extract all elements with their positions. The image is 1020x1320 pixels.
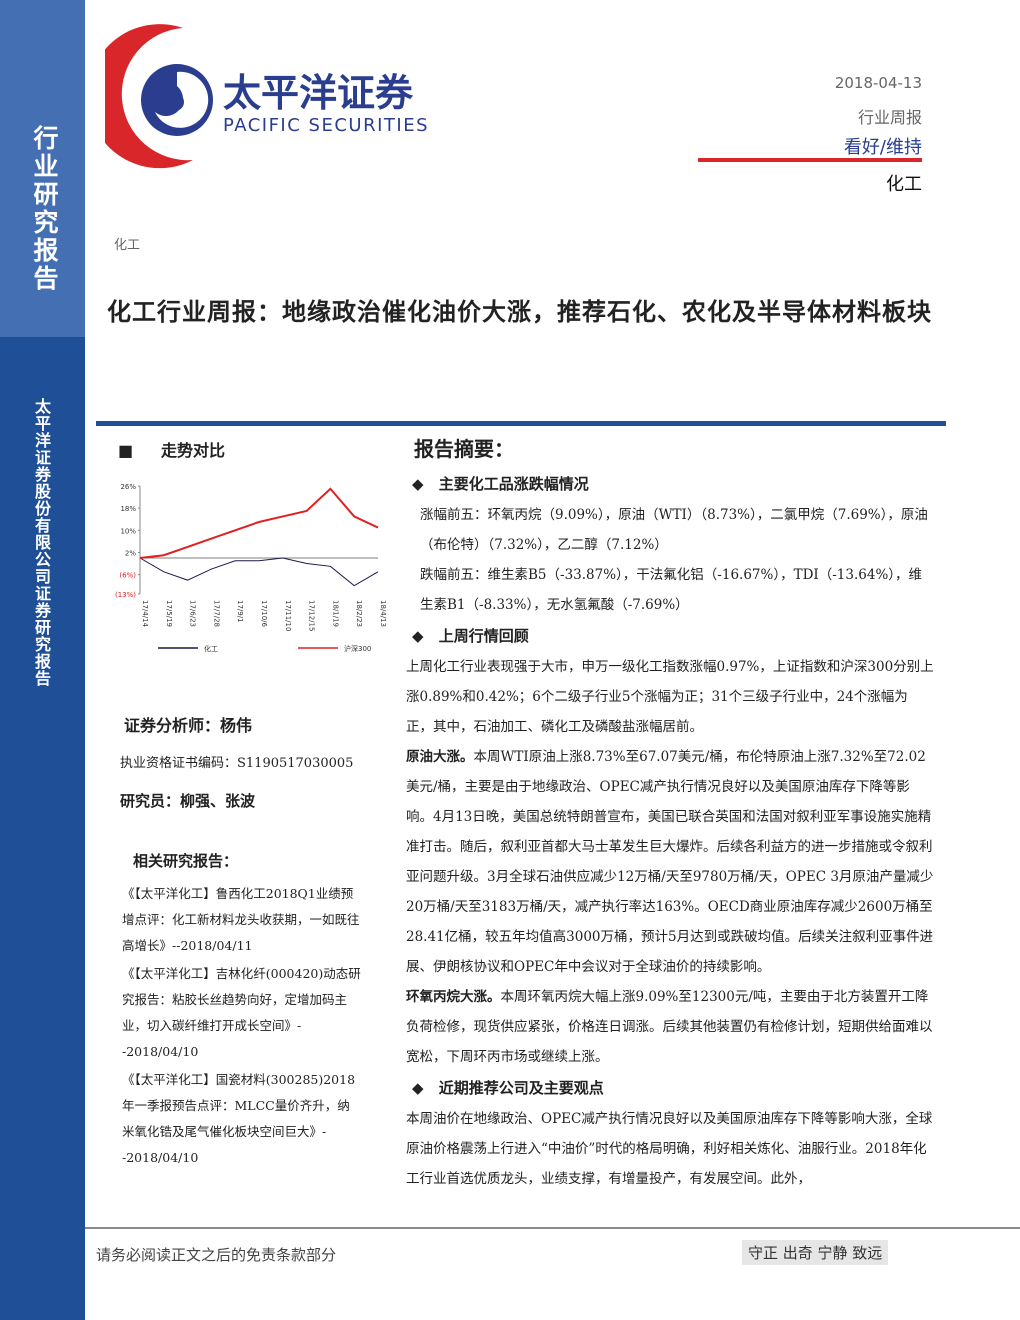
paragraph: 跌幅前五：维生素B5（-33.87%），干法氟化铝（-16.67%），TDI（-… [402, 560, 934, 620]
paragraph: 原油大涨。本周WTI原油上涨8.73%至67.07美元/桶，布伦特原油上涨7.3… [402, 742, 934, 982]
diamond: ◆ [412, 1079, 429, 1097]
x-tick-label: 17/10/6 [260, 600, 268, 628]
series-line [139, 557, 379, 587]
rating: 看好/维持 [843, 137, 922, 158]
y-tick-label: (6%) [119, 572, 136, 580]
paragraph: 涨幅前五：环氧丙烷（9.09%），原油（WTI）（8.73%），二氯甲烷（7.6… [402, 500, 934, 560]
logo: 太平洋证券 PACIFIC SECURITIES [105, 24, 429, 169]
section-heading-text: 上周行情回顾 [438, 627, 529, 645]
paragraph-text: 本周环氧丙烷大幅上涨9.09%至12300元/吨，主要由于北方装置开工降负荷检修… [406, 989, 933, 1065]
diamond: ◆ [412, 627, 429, 645]
date: 2018-04-13 [834, 74, 922, 92]
logo-cn: 太平洋证券 [223, 71, 414, 115]
certificate: 执业资格证书编码：S1190517030005 [120, 756, 354, 771]
x-tick-label: 17/9/1 [236, 600, 244, 623]
y-tick-label: 2% [125, 549, 136, 557]
related-list: 《【太平洋化工】鲁西化工2018Q1业绩预增点评：化工新材料龙头收获期，一如既往… [122, 881, 362, 1173]
section-heading: ◆ 上周行情回顾 [412, 624, 934, 648]
industry: 化工 [886, 174, 922, 195]
related-title: 相关研究报告： [133, 852, 239, 870]
summary-title: 报告摘要： [414, 437, 514, 461]
motto: 守正 出奇 宁静 致远 [742, 1240, 889, 1265]
sidebar-top [0, 0, 85, 337]
logo-en: PACIFIC SECURITIES [223, 115, 429, 136]
x-tick-label: 17/4/14 [141, 600, 149, 628]
breadcrumb: 化工 [114, 238, 141, 253]
x-tick-label: 17/6/23 [189, 600, 197, 627]
report-title: 化工行业周报：地缘政治催化油价大涨，推荐石化、农化及半导体材料板块 [107, 297, 932, 326]
y-tick-label: 10% [120, 527, 136, 535]
paragraph-text: 本周油价在地缘政治、OPEC减产执行情况良好以及美国原油库存下降等影响大涨，全球… [406, 1111, 933, 1187]
report-type: 行业周报 [857, 108, 922, 127]
trend-title: ■ 走势对比 [118, 437, 225, 461]
related-item: 《【太平洋化工】吉林化纤(000420)动态研究报告：粘胶长丝趋势向好，定增加码… [122, 966, 361, 1059]
bullet: ■ [118, 441, 134, 460]
section-heading-text: 近期推荐公司及主要观点 [438, 1079, 604, 1097]
x-tick-label: 17/5/19 [165, 600, 173, 627]
y-tick-label: (13%) [115, 591, 136, 599]
trend-title-text: 走势对比 [160, 441, 225, 460]
sidebar-category: 行业研究报告 [30, 125, 59, 293]
rating-rule [698, 158, 922, 162]
trend-chart: 26% 18% 10% 2% (6%) (13%) 17/4/14 17/5/19 17/6/2… [115, 483, 387, 653]
x-tick-label: 17/11/10 [284, 600, 292, 631]
y-tick-label: 26% [120, 483, 136, 491]
x-tick-label: 18/1/19 [331, 600, 339, 627]
paragraph-text: 涨幅前五：环氧丙烷（9.09%），原油（WTI）（8.73%），二氯甲烷（7.6… [420, 507, 928, 553]
x-tick-label: 18/2/23 [355, 600, 363, 627]
paragraph-lead: 原油大涨。 [406, 749, 474, 765]
paragraph: 本周油价在地缘政治、OPEC减产执行情况良好以及美国原油库存下降等影响大涨，全球… [402, 1104, 934, 1194]
paragraph-lead: 环氧丙烷大涨。 [406, 989, 501, 1005]
paragraph-text: 本周WTI原油上涨8.73%至67.07美元/桶，布伦特原油上涨7.32%至72… [406, 749, 934, 975]
series-line [139, 487, 379, 559]
x-tick-label: 18/4/13 [379, 600, 387, 627]
analyst: 证券分析师：杨伟 [124, 716, 253, 735]
researchers: 研究员：柳强、张波 [120, 792, 256, 810]
paragraph: 环氧丙烷大涨。本周环氧丙烷大幅上涨9.09%至12300元/吨，主要由于北方装置… [402, 982, 934, 1072]
related-item: 《【太平洋化工】国瓷材料(300285)2018年一季报预告点评：MLCC量价齐… [122, 1072, 356, 1165]
x-tick-label: 17/7/28 [212, 600, 220, 627]
legend-label: 沪深300 [344, 644, 371, 653]
section-heading: ◆ 近期推荐公司及主要观点 [412, 1076, 934, 1100]
section-heading: ◆ 主要化工品涨跌幅情况 [412, 472, 934, 496]
title-rule [96, 421, 946, 426]
paragraph-text: 跌幅前五：维生素B5（-33.87%），干法氟化铝（-16.67%），TDI（-… [420, 567, 923, 613]
x-tick-label: 17/12/15 [308, 600, 316, 631]
sidebar-bottom [0, 337, 85, 1320]
related-item: 《【太平洋化工】鲁西化工2018Q1业绩预增点评：化工新材料龙头收获期，一如既往… [122, 886, 360, 953]
sidebar-company: 太平洋证券股份有限公司证券研究报告 [32, 398, 51, 687]
y-tick-label: 18% [120, 505, 136, 513]
paragraph-text: 上周化工行业表现强于大市，申万一级化工指数涨幅0.97%，上证指数和沪深300分… [406, 659, 934, 735]
disclaimer: 请务必阅读正文之后的免责条款部分 [96, 1246, 337, 1264]
section-heading-text: 主要化工品涨跌幅情况 [438, 475, 589, 493]
paragraph: 上周化工行业表现强于大市，申万一级化工指数涨幅0.97%，上证指数和沪深300分… [402, 652, 934, 742]
footer-rule [85, 1227, 1020, 1229]
legend-label: 化工 [204, 644, 218, 653]
diamond: ◆ [412, 475, 429, 493]
summary-body: ◆ 主要化工品涨跌幅情况涨幅前五：环氧丙烷（9.09%），原油（WTI）（8.7… [402, 468, 934, 1194]
